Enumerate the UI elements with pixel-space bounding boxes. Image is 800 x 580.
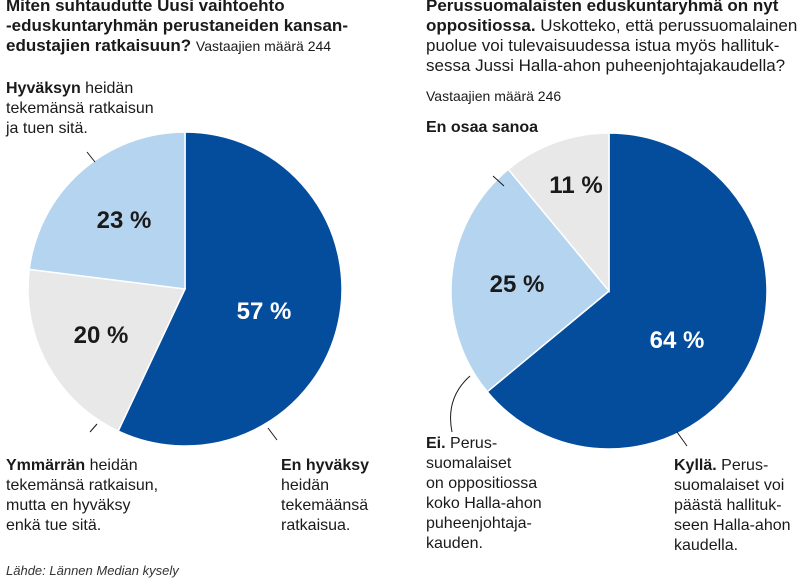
left-pie-slice-1-label: 57 % <box>237 298 292 325</box>
label-hyvaksyn-line-2: tekemänsä ratkaisun <box>6 100 154 117</box>
left-title-line-3: edustajien ratkaisuun? <box>6 36 192 55</box>
label-hyvaksyn-line-3: ja tuen sitä. <box>6 120 88 137</box>
label-ymmarran-line-1: heidän <box>89 457 138 474</box>
label-ei-line-2: suomalaiset <box>426 455 512 472</box>
left-pie-slice-2 <box>27 268 187 433</box>
label-ymmarran-line-2: tekemänsä ratkaisun, <box>6 477 159 494</box>
left-pie: 57 % 20 % 23 % <box>27 131 343 447</box>
label-kylla-line-1: Perus- <box>721 457 769 474</box>
leader-lines <box>86 151 688 447</box>
leader-line-kylla <box>676 431 688 447</box>
left-pie-slice-1 <box>117 131 343 447</box>
right-pie-slice-3-label: 11 % <box>549 172 602 199</box>
right-pie: 64 % 25 % 11 % <box>450 132 768 450</box>
right-title-line-1: Perussuomalaisten eduskuntaryhmä on nyt <box>426 0 779 15</box>
leader-line-ymmarran <box>89 423 98 433</box>
right-pie-slice-2 <box>450 168 611 393</box>
left-title-line-2: -eduskuntaryhmän perustaneiden kansan- <box>6 16 348 35</box>
label-ei-line-5: puheenjohtaja- <box>426 515 532 532</box>
label-kylla-line-2: suomalaiset voi <box>674 477 785 494</box>
left-pie-slice-3-label: 23 % <box>97 207 152 234</box>
label-en-hyvaksy-bold: En hyväksy <box>281 457 370 474</box>
label-en-osaa-sanoa: En osaa sanoa <box>426 118 538 138</box>
label-ei-bold: Ei. <box>426 435 446 452</box>
label-en-hyvaksy-line-3: ratkaisua. <box>281 517 351 534</box>
right-title-line-2: oppositiossa. <box>426 16 536 35</box>
label-hyvaksyn: Hyväksyn heidän tekemänsä ratkaisun ja t… <box>6 79 154 139</box>
label-ei-line-6: kauden. <box>426 535 483 552</box>
label-kylla-line-4: seen Halla-ahon <box>674 517 791 534</box>
label-kylla-line-3: päästä hallituk- <box>674 497 782 514</box>
label-ymmarran-line-3: mutta en hyväksy <box>6 497 131 514</box>
left-respondents: Vastaajien määrä 244 <box>195 38 332 54</box>
label-ei-line-3: on oppositiossa <box>426 475 538 492</box>
label-ei: Ei. Perus- suomalaiset on oppositiossa k… <box>426 434 542 554</box>
label-en-hyvaksy-line-1: heidän <box>281 477 330 494</box>
source-note: Lähde: Lännen Median kysely <box>6 563 179 578</box>
right-pie-slice-3 <box>507 132 610 294</box>
right-question-line-2: puolue voi tulevaisuudessa istua myös ha… <box>426 36 780 55</box>
left-chart-title: Miten suhtaudutte Uusi vaihtoehto -edusk… <box>6 0 386 56</box>
right-question-line-3: sessa Jussi Halla-ahon puheenjohtajakaud… <box>426 56 786 75</box>
label-en-hyvaksy: En hyväksy heidän tekemäänsä ratkaisua. <box>281 456 369 536</box>
label-ymmarran-bold: Ymmärrän <box>6 457 86 474</box>
label-en-hyvaksy-line-2: tekemäänsä <box>281 497 369 514</box>
right-pie-slice-1 <box>486 132 768 450</box>
right-respondents: Vastaajien määrä 246 <box>426 88 562 104</box>
right-chart-title: Perussuomalaisten eduskuntaryhmä on nyt … <box>426 0 800 76</box>
label-hyvaksyn-line-1: heidän <box>85 80 134 97</box>
label-hyvaksyn-bold: Hyväksyn <box>6 80 81 97</box>
label-en-osaa-sanoa-bold: En osaa sanoa <box>426 119 539 136</box>
leader-line-en-osaa <box>492 175 505 187</box>
label-kylla: Kyllä. Perus- suomalaiset voi päästä hal… <box>674 456 791 556</box>
label-ei-line-4: koko Halla-ahon <box>426 495 542 512</box>
label-ymmarran-line-4: enkä tue sitä. <box>6 517 102 534</box>
right-pie-slice-2-label: 25 % <box>490 271 545 298</box>
label-ymmarran: Ymmärrän heidän tekemänsä ratkaisun, mut… <box>6 456 158 536</box>
leader-line-hyvaksyn <box>86 151 96 163</box>
label-kylla-bold: Kyllä. <box>674 457 717 474</box>
right-pie-slice-1-label: 64 % <box>650 327 705 354</box>
leader-line-en-hyvaksy <box>267 427 278 441</box>
left-pie-slice-2-label: 20 % <box>74 322 129 349</box>
leader-line-ei <box>450 375 471 433</box>
label-ei-line-1: Perus- <box>450 435 498 452</box>
left-pie-slice-3 <box>28 131 186 290</box>
label-kylla-line-5: kaudella. <box>674 537 739 554</box>
left-title-line-1: Miten suhtaudutte Uusi vaihtoehto <box>6 0 285 15</box>
right-question-line-1: Uskotteko, että perussuomalainen <box>535 16 798 35</box>
